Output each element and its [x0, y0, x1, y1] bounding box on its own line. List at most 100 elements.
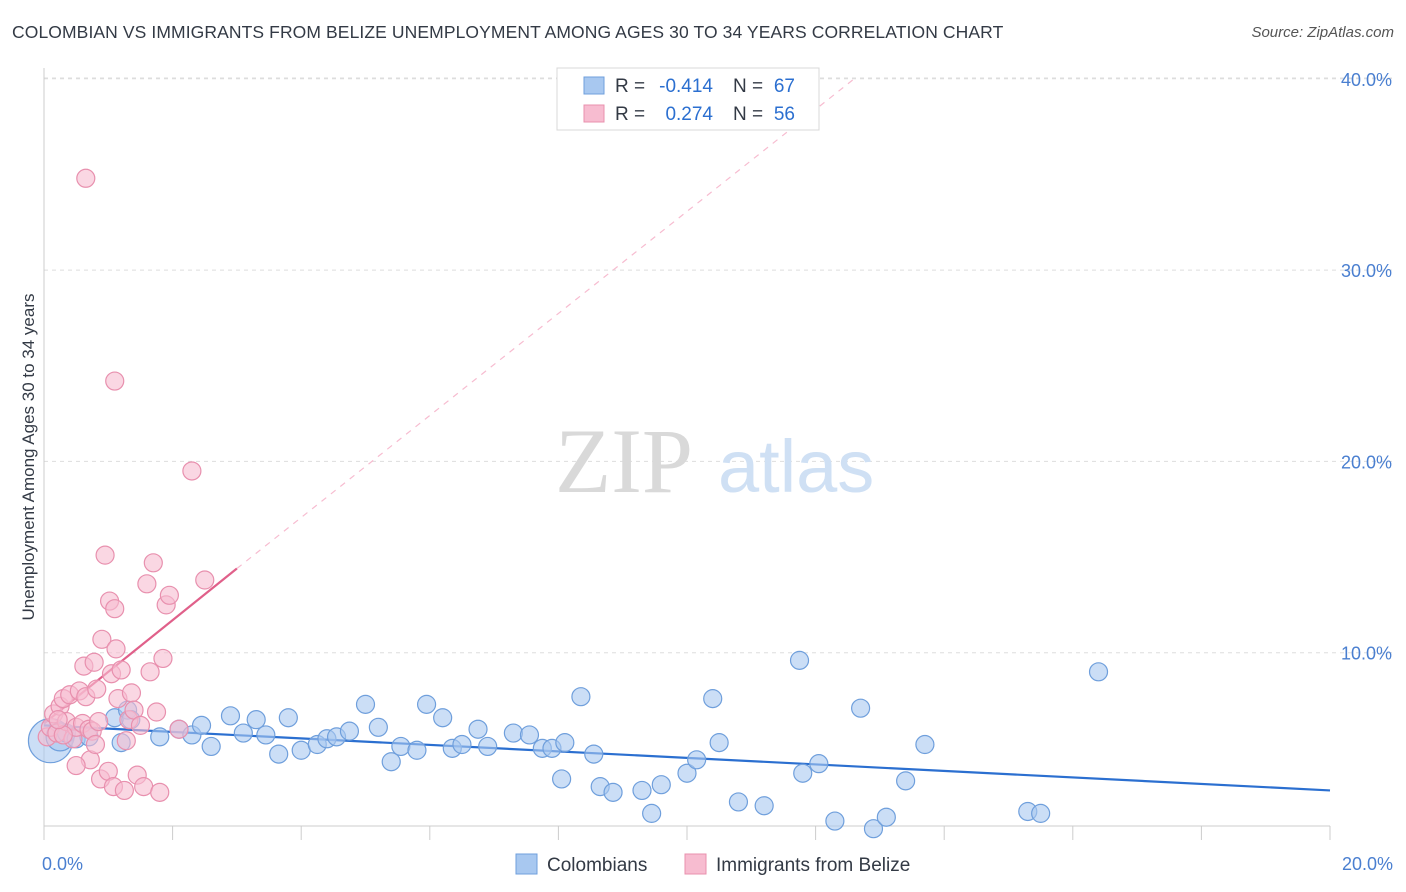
- legend-bottom: Colombians Immigrants from Belize: [515, 853, 910, 876]
- legend-r-label-2: R =: [615, 104, 645, 125]
- point-colombians-50: [687, 750, 707, 770]
- legend-swatch-blue: [583, 76, 605, 95]
- point-belize-43: [146, 702, 167, 722]
- point-colombians-29: [407, 740, 427, 760]
- point-belize-18: [85, 734, 106, 755]
- point-colombians-26: [368, 717, 388, 737]
- point-belize-38: [130, 715, 151, 735]
- axes: [43, 68, 1331, 840]
- point-colombians-13: [201, 736, 221, 757]
- point-colombians-57: [809, 754, 829, 774]
- point-belize-47: [159, 585, 179, 605]
- point-colombians-59: [851, 698, 871, 718]
- legend-swatch-pink: [583, 104, 605, 123]
- point-colombians-14: [220, 706, 241, 726]
- point-belize-49: [182, 461, 202, 481]
- point-belize-20: [89, 711, 109, 732]
- point-colombians-27: [381, 752, 401, 772]
- point-belize-33: [116, 731, 136, 751]
- point-colombians-54: [754, 796, 774, 816]
- watermark-zip: ZIP: [555, 410, 693, 512]
- watermark-atlas: atlas: [718, 425, 874, 508]
- point-belize-28: [105, 599, 125, 619]
- legend-r-value-2: 0.274: [665, 104, 713, 125]
- legend-n-value-2: 56: [774, 104, 795, 125]
- point-colombians-16: [246, 710, 266, 730]
- point-colombians-60: [863, 819, 884, 839]
- point-belize-19: [87, 679, 107, 699]
- x-tick-label-0: 0.0%: [42, 854, 83, 874]
- point-belize-31: [111, 660, 131, 680]
- point-colombians-55: [789, 650, 810, 670]
- point-colombians-17: [256, 725, 276, 745]
- chart-source: Source: ZipAtlas.com: [1251, 24, 1394, 41]
- point-colombians-53: [728, 792, 749, 812]
- point-colombians-40: [552, 769, 572, 789]
- point-belize-54: [48, 710, 68, 730]
- point-colombians-62: [896, 771, 916, 791]
- legend-bottom-colombians: Colombians: [547, 855, 647, 876]
- legend-top: R = -0.414 N = 67 R = 0.274 N = 56: [556, 67, 820, 131]
- point-colombians-52: [709, 733, 729, 753]
- point-colombians-35: [478, 736, 498, 757]
- point-belize-22: [92, 629, 112, 649]
- point-belize-48: [169, 719, 189, 739]
- point-colombians-37: [519, 725, 540, 745]
- point-colombians-51: [703, 689, 723, 709]
- point-colombians-20: [291, 740, 311, 760]
- point-colombians-34: [468, 719, 488, 739]
- y-axis-label: Unemployment Among Ages 30 to 34 years: [19, 294, 38, 621]
- point-colombians-49: [677, 763, 697, 783]
- legend-bottom-swatch-blue: [515, 853, 538, 875]
- grid-lines: [44, 77, 1392, 654]
- point-colombians-66: [1088, 662, 1109, 682]
- point-colombians-58: [825, 811, 845, 831]
- point-colombians-31: [433, 708, 453, 728]
- point-colombians-63: [915, 734, 935, 755]
- point-colombians-15: [233, 723, 253, 743]
- point-colombians-19: [278, 708, 298, 728]
- legend-r-label-1: R =: [615, 76, 645, 97]
- watermark: ZIP atlas: [555, 410, 874, 512]
- point-colombians-9: [150, 727, 170, 747]
- point-colombians-12: [191, 715, 212, 735]
- point-belize-51: [105, 371, 125, 391]
- point-colombians-24: [339, 721, 360, 741]
- y-tick-label-40: 40.0%: [1341, 70, 1392, 90]
- y-tick-label-20: 20.0%: [1341, 452, 1392, 472]
- point-colombians-41: [555, 733, 575, 753]
- point-belize-40: [137, 574, 157, 594]
- data-points: [27, 168, 1109, 839]
- x-tick-label-20: 20.0%: [1342, 854, 1393, 874]
- point-colombians-43: [584, 744, 604, 764]
- point-colombians-33: [452, 734, 472, 755]
- point-belize-32: [114, 780, 134, 801]
- point-belize-55: [66, 755, 86, 776]
- point-colombians-30: [416, 694, 437, 714]
- point-colombians-36: [503, 723, 523, 743]
- point-colombians-42: [571, 687, 591, 707]
- point-belize-23: [95, 545, 115, 565]
- point-colombians-47: [642, 803, 662, 823]
- point-colombians-25: [355, 694, 376, 714]
- point-colombians-65: [1031, 803, 1051, 823]
- point-belize-29: [106, 639, 126, 659]
- point-colombians-46: [632, 780, 652, 801]
- point-belize-52: [76, 168, 96, 188]
- legend-bottom-swatch-pink: [684, 853, 707, 875]
- point-belize-17: [84, 652, 104, 672]
- point-belize-35: [121, 683, 142, 703]
- point-belize-44: [150, 782, 170, 802]
- point-colombians-56: [793, 763, 813, 783]
- legend-n-value-1: 67: [774, 76, 795, 97]
- tick-labels: 10.0% 20.0% 30.0% 40.0% 0.0% 20.0%: [42, 70, 1393, 874]
- point-belize-50: [195, 570, 215, 590]
- legend-bottom-belize: Immigrants from Belize: [716, 855, 910, 876]
- point-colombians-48: [651, 775, 671, 795]
- chart-title: COLOMBIAN VS IMMIGRANTS FROM BELIZE UNEM…: [12, 22, 1004, 42]
- legend-n-label-1: N =: [733, 76, 763, 97]
- point-belize-41: [140, 662, 160, 682]
- point-colombians-18: [269, 744, 289, 764]
- point-colombians-45: [603, 782, 623, 802]
